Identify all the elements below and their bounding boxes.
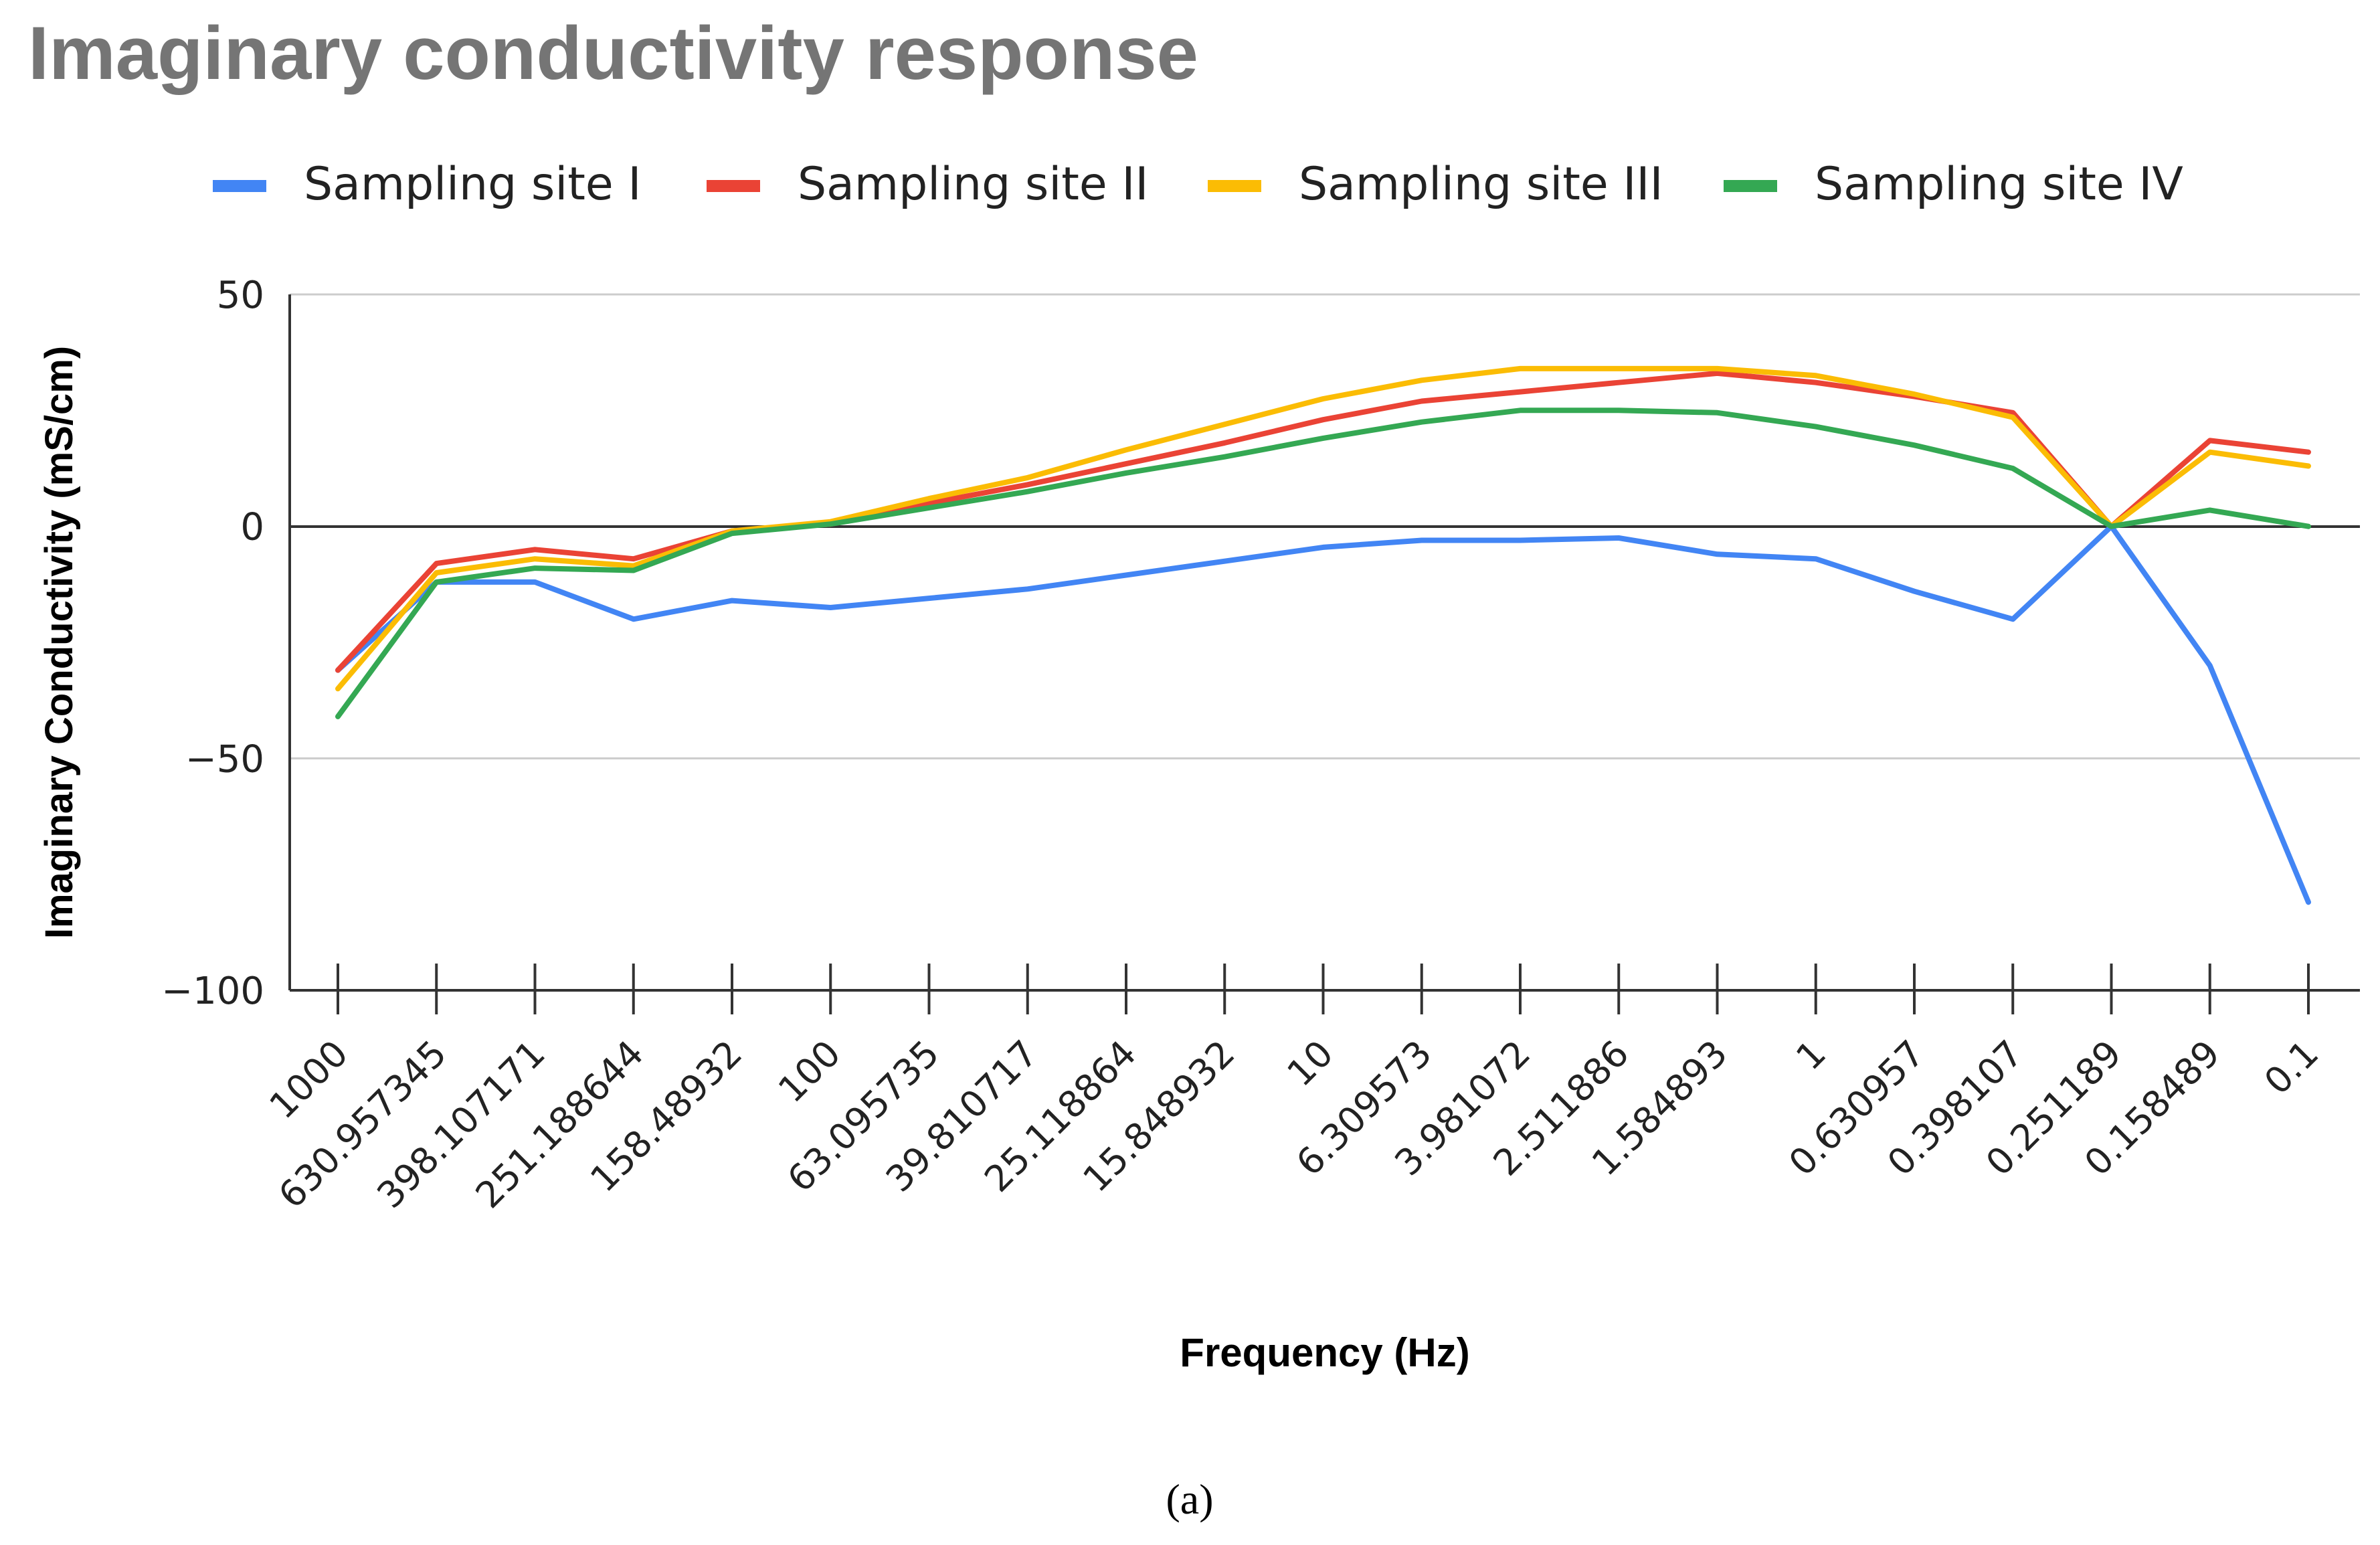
x-axis-label: Frequency (Hz) <box>1180 1330 1469 1375</box>
series-line <box>335 407 2311 719</box>
x-tick-label: 0.1 <box>2256 1032 2326 1103</box>
x-tick-label: 1 <box>1788 1032 1834 1079</box>
legend-label: Sampling site IV <box>1815 158 2183 211</box>
y-tick-label: 50 <box>217 274 264 317</box>
y-tick-label: −100 <box>161 970 264 1013</box>
legend-label: Sampling site II <box>798 158 1148 211</box>
y-axis-label: Imaginary Conductivity (mS/cm) <box>37 346 81 939</box>
legend: Sampling site I Sampling site II Sampling … <box>213 158 2183 211</box>
x-tick-label: 100 <box>770 1032 848 1111</box>
chart-title: Imaginary conductivity response <box>28 11 1198 95</box>
legend-item: Sampling site I <box>213 158 641 211</box>
y-tick-label: −50 <box>185 737 264 781</box>
series-line <box>335 523 2311 905</box>
series-line <box>335 365 2311 692</box>
gridlines <box>290 293 2360 759</box>
y-tick-label: 0 <box>240 506 264 549</box>
legend-label: Sampling site III <box>1299 158 1663 211</box>
legend-item: Sampling site III <box>1208 158 1663 211</box>
figure-caption: (a) <box>1166 1475 1213 1523</box>
x-axis-ticks: 1000630.957345398.107171251.188644158.48… <box>261 964 2326 1216</box>
x-tick-label: 10 <box>1279 1032 1342 1095</box>
legend-item: Sampling site IV <box>1724 158 2183 211</box>
series-lines <box>335 365 2311 905</box>
legend-item: Sampling site II <box>707 158 1148 211</box>
legend-label: Sampling site I <box>304 158 641 211</box>
y-axis-ticks: 50 0 −50 −100 <box>161 274 264 1013</box>
x-tick-label: 1000 <box>261 1032 356 1127</box>
